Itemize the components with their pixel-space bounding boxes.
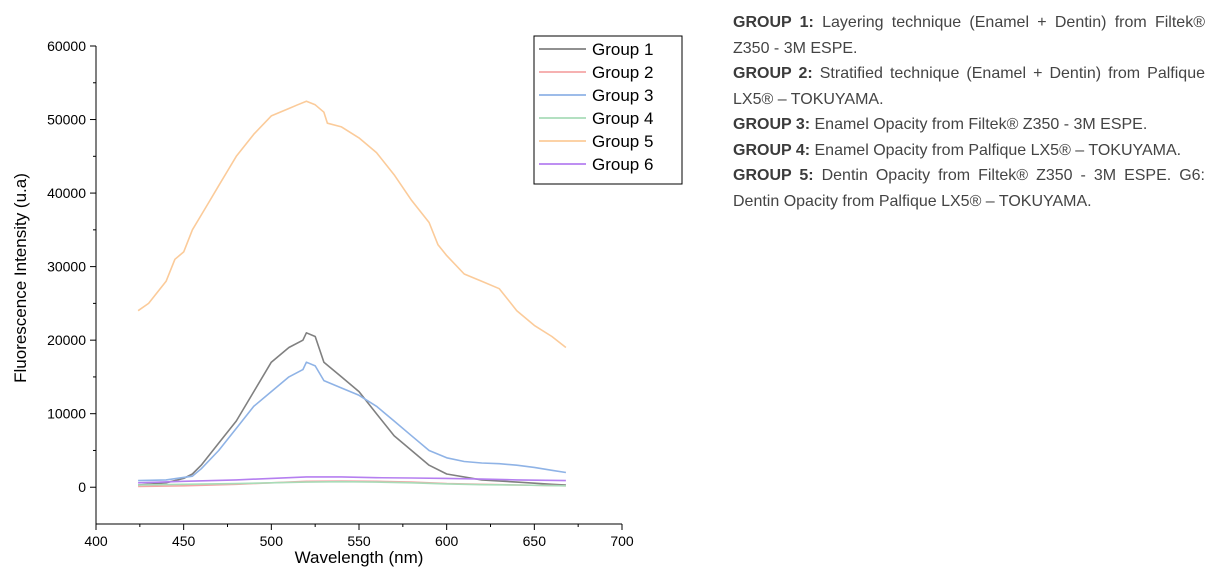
chart-series: [138, 101, 566, 486]
y-tick-label: 60000: [47, 38, 86, 54]
caption-group-3: GROUP 3: Enamel Opacity from Filtek® Z35…: [733, 112, 1205, 138]
legend-label: Group 6: [592, 155, 653, 174]
x-tick-label: 400: [84, 533, 108, 549]
caption-label: GROUP 3:: [733, 116, 810, 133]
caption-label: GROUP 1:: [733, 14, 814, 31]
x-axis-label: Wavelength (nm): [295, 548, 424, 567]
caption-group-1: GROUP 1: Layering technique (Enamel + De…: [733, 10, 1205, 61]
x-tick-label: 700: [610, 533, 634, 549]
caption-text: Enamel Opacity from Filtek® Z350 - 3M ES…: [810, 116, 1147, 133]
y-tick-label: 30000: [47, 259, 86, 275]
legend-label: Group 2: [592, 63, 653, 82]
caption-label: GROUP 4:: [733, 142, 810, 159]
legend-label: Group 4: [592, 109, 653, 128]
caption-group-2: GROUP 2: Stratified technique (Enamel + …: [733, 61, 1205, 112]
legend-label: Group 1: [592, 40, 653, 59]
caption-label: GROUP 2:: [733, 65, 813, 82]
series-line-group-5: [138, 101, 566, 347]
caption-group-4: GROUP 4: Enamel Opacity from Palfique LX…: [733, 138, 1205, 164]
y-tick-label: 10000: [47, 406, 86, 422]
figure-caption: GROUP 1: Layering technique (Enamel + De…: [733, 10, 1205, 214]
caption-label: GROUP 5:: [733, 167, 814, 184]
x-tick-label: 650: [523, 533, 547, 549]
caption-text: Enamel Opacity from Palfique LX5® – TOKU…: [810, 142, 1181, 159]
chart-legend: Group 1 Group 2 Group 3 Group 4 Group 5 Group…: [534, 36, 682, 184]
x-tick-label: 450: [172, 533, 196, 549]
y-tick-label: 20000: [47, 332, 86, 348]
y-axis-label: Fluorescence Intensity (u.a): [11, 173, 30, 383]
x-tick-label: 500: [260, 533, 284, 549]
series-line-group-1: [138, 333, 566, 485]
fluorescence-chart: 400 450 500 550 600 650 700 0 10000 20000 30000 400…: [0, 0, 720, 574]
y-tick-label: 40000: [47, 185, 86, 201]
x-tick-label: 600: [435, 533, 459, 549]
y-tick-label: 50000: [47, 112, 86, 128]
y-tick-label: 0: [78, 479, 86, 495]
legend-label: Group 5: [592, 132, 653, 151]
caption-group-5: GROUP 5: Dentin Opacity from Filtek® Z35…: [733, 163, 1205, 214]
legend-label: Group 3: [592, 86, 653, 105]
x-tick-label: 550: [347, 533, 371, 549]
